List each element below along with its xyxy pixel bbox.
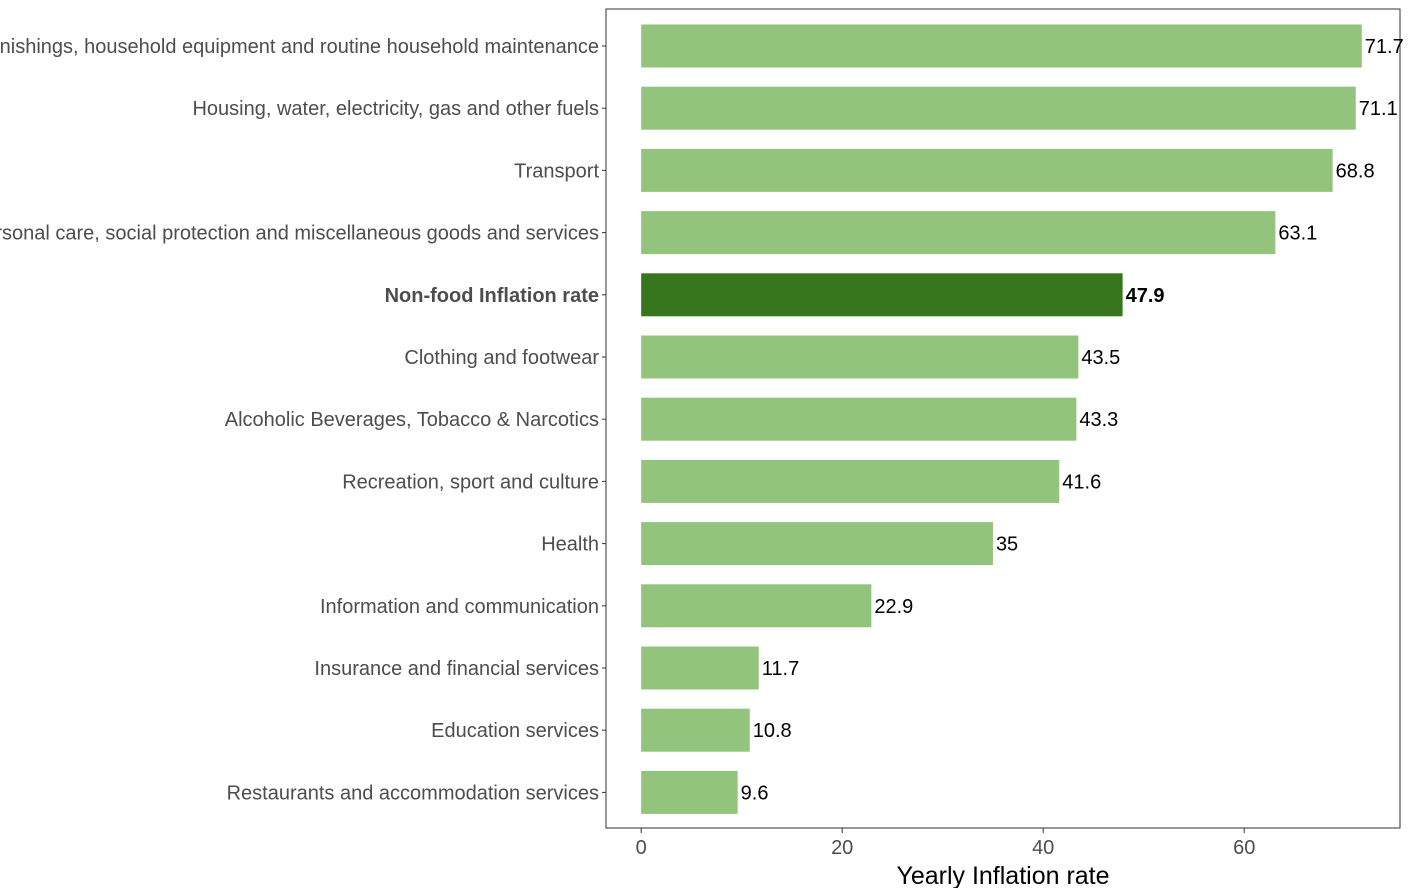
category-label: Clothing and footwear — [404, 347, 599, 369]
bar — [641, 24, 1362, 68]
category-label: Insurance and financial services — [314, 658, 599, 680]
value-label: 9.6 — [741, 782, 769, 804]
plot-panel — [605, 8, 1401, 829]
bar — [641, 459, 1060, 503]
category-labels: Furnishings, household equipment and rou… — [0, 36, 606, 804]
category-label: Information and communication — [320, 596, 599, 618]
bar — [641, 148, 1333, 192]
value-label: 68.8 — [1336, 160, 1375, 182]
value-label: 43.3 — [1079, 409, 1118, 431]
value-label: 22.9 — [874, 596, 913, 618]
bar — [641, 584, 872, 628]
category-label: Alcoholic Beverages, Tobacco & Narcotics — [225, 409, 599, 431]
bar-highlight — [641, 273, 1123, 317]
category-label: Education services — [431, 720, 599, 742]
bar — [641, 770, 738, 814]
x-axis-title: Yearly Inflation rate — [896, 862, 1109, 888]
bar — [641, 335, 1079, 379]
x-tick-label: 60 — [1233, 837, 1255, 859]
category-label: Housing, water, electricity, gas and oth… — [192, 98, 599, 120]
value-label: 71.1 — [1359, 98, 1398, 120]
x-tick-label: 20 — [831, 837, 853, 859]
x-axis: 0 20 40 60 — [636, 828, 1255, 859]
x-tick-label: 40 — [1032, 837, 1054, 859]
bar — [641, 86, 1356, 130]
value-label: 41.6 — [1062, 471, 1101, 493]
value-label: 11.7 — [762, 658, 799, 680]
value-label: 71.7 — [1365, 36, 1404, 58]
category-label: Furnishings, household equipment and rou… — [0, 36, 599, 58]
value-label: 35 — [996, 534, 1018, 556]
bar — [641, 211, 1276, 255]
value-label: 43.5 — [1081, 347, 1120, 369]
category-label: Transport — [514, 160, 599, 182]
bar — [641, 708, 750, 752]
x-tick-label: 0 — [636, 837, 647, 859]
category-label: Recreation, sport and culture — [342, 471, 599, 493]
value-labels: 71.7 71.1 68.8 63.1 47.9 43.5 43.3 41.6 35 22.9 11… — [741, 36, 1404, 804]
bar — [641, 646, 759, 690]
category-label: Non-food Inflation rate — [385, 285, 599, 307]
value-label: 10.8 — [753, 720, 792, 742]
bars-layer — [641, 24, 1362, 814]
bar — [641, 522, 993, 566]
category-label: Personal care, social protection and mis… — [0, 223, 599, 245]
value-label: 63.1 — [1278, 223, 1317, 245]
value-label: 47.9 — [1126, 285, 1165, 307]
bar — [641, 397, 1077, 441]
category-label: Restaurants and accommodation services — [227, 782, 599, 804]
category-label: Health — [541, 534, 599, 556]
